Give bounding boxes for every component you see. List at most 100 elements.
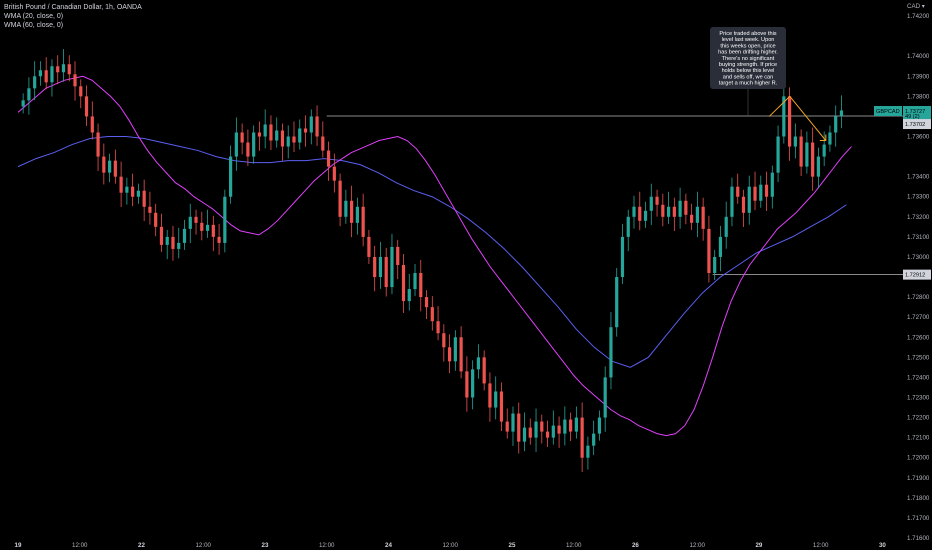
candle-body[interactable] [200,222,204,231]
candle-body[interactable] [315,116,319,137]
candle-body[interactable] [505,421,509,432]
candle-body[interactable] [482,357,486,384]
candle-body[interactable] [747,186,751,213]
candle-body[interactable] [257,132,262,137]
wma20-legend[interactable]: WMA (20, close, 0) [4,13,64,20]
candle-body[interactable] [332,166,336,181]
candle-body[interactable] [834,116,838,133]
candle-body[interactable] [56,66,60,73]
candle-body[interactable] [321,136,325,151]
candle-body[interactable] [643,210,648,221]
candle-body[interactable] [488,383,492,408]
candle-body[interactable] [188,216,192,229]
candle-body[interactable] [194,216,198,223]
candle-body[interactable] [165,236,169,245]
candle-body[interactable] [499,391,504,422]
candle-body[interactable] [741,196,746,213]
candle-body[interactable] [459,337,463,372]
candle-body[interactable] [182,228,187,243]
candle-body[interactable] [655,196,659,205]
candle-body[interactable] [396,246,400,265]
candle-body[interactable] [73,74,77,87]
candle-body[interactable] [171,236,175,249]
candle-body[interactable] [770,172,774,197]
candle-body[interactable] [240,132,244,143]
candle-body[interactable] [764,184,769,197]
candle-body[interactable] [390,246,394,288]
candle-body[interactable] [205,224,210,231]
candle-body[interactable] [217,236,221,243]
candle-body[interactable] [21,100,25,107]
candle-body[interactable] [211,224,215,237]
candle-body[interactable] [678,200,682,217]
candle-body[interactable] [736,186,740,197]
candle-body[interactable] [609,327,613,378]
candle-body[interactable] [419,273,423,298]
candle-body[interactable] [471,369,475,398]
candle-body[interactable] [378,256,383,278]
candle-body[interactable] [615,277,619,328]
candle-body[interactable] [632,206,636,217]
candle-body[interactable] [119,176,123,193]
candle-body[interactable] [350,200,354,223]
candle-body[interactable] [620,236,625,278]
candle-body[interactable] [580,417,584,458]
candle-body[interactable] [177,242,181,249]
candle-body[interactable] [401,264,406,302]
candle-body[interactable] [234,132,238,157]
candle-body[interactable] [707,228,711,274]
candle-body[interactable] [33,76,37,89]
candle-body[interactable] [107,160,112,173]
candle-body[interactable] [839,110,844,117]
candle-body[interactable] [684,200,688,215]
symbol-title[interactable]: British Pound / Canadian Dollar, 1h, OAN… [4,4,142,11]
candle-body[interactable] [816,156,821,177]
candle-body[interactable] [148,206,152,213]
candle-body[interactable] [292,136,296,143]
candle-body[interactable] [61,64,66,73]
candle-body[interactable] [661,204,665,217]
candle-body[interactable] [453,337,457,362]
candle-body[interactable] [649,196,653,211]
candle-body[interactable] [361,206,365,237]
candle-body[interactable] [344,200,348,217]
candle-body[interactable] [326,150,331,167]
candle-body[interactable] [626,216,630,237]
candle-body[interactable] [373,256,377,278]
candle-body[interactable] [252,132,256,157]
candle-body[interactable] [447,347,452,362]
candle-body[interactable] [27,88,31,101]
candle-body[interactable] [50,66,54,83]
price-tag[interactable] [903,119,931,130]
candle-body[interactable] [286,136,290,147]
candle-body[interactable] [298,128,302,143]
candle-body[interactable] [793,136,797,147]
candle-body[interactable] [223,196,227,243]
candle-body[interactable] [442,333,446,348]
candle-body[interactable] [511,413,515,432]
candle-body[interactable] [557,425,561,434]
candle-body[interactable] [522,427,527,442]
candle-body[interactable] [666,206,671,217]
candle-body[interactable] [84,96,89,117]
wma60-legend[interactable]: WMA (60, close, 0) [4,22,64,29]
candle-body[interactable] [142,190,146,207]
candle-body[interactable] [303,128,308,133]
candle-body[interactable] [424,297,429,308]
candle-body[interactable] [38,70,43,77]
price-tag[interactable] [903,106,931,120]
candle-body[interactable] [44,70,48,83]
candle-body[interactable] [563,419,567,434]
candle-body[interactable] [690,214,694,223]
candle-body[interactable] [309,116,313,133]
candle-body[interactable] [367,236,371,257]
candle-body[interactable] [338,180,342,217]
candle-body[interactable] [125,186,129,193]
candle-body[interactable] [436,321,440,334]
price-tag[interactable] [903,269,931,280]
candle-body[interactable] [136,190,141,197]
annotation-box[interactable] [710,27,786,89]
candle-body[interactable] [551,425,555,438]
candle-body[interactable] [517,413,521,442]
